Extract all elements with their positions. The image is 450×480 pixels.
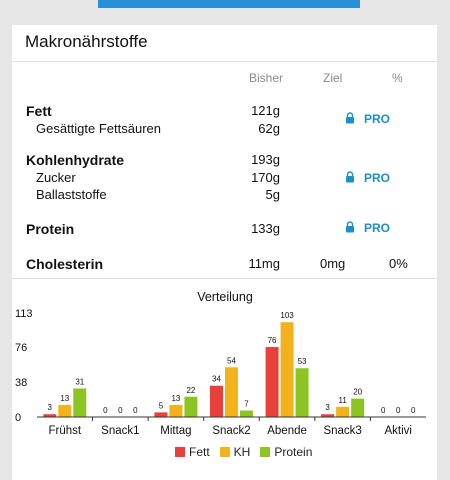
bar — [265, 347, 279, 417]
bar — [43, 414, 57, 417]
bar — [321, 414, 335, 417]
row-label-cholesterin: Cholesterin — [26, 256, 104, 272]
row-value-cholesterin: 11mg — [248, 256, 280, 271]
column-header-bisher: Bisher — [249, 71, 284, 85]
data-label: 22 — [186, 386, 195, 395]
x-tick-label: Aktivi — [384, 425, 411, 437]
lock-icon[interactable] — [345, 112, 355, 124]
data-label: 0 — [103, 406, 108, 415]
legend-label: KH — [233, 445, 251, 459]
row-value-ballaststoffe: 5g — [265, 187, 280, 202]
lock-icon[interactable] — [345, 221, 355, 233]
pro-badge-protein[interactable]: PRO — [364, 221, 391, 235]
row-label-zucker: Zucker — [36, 170, 76, 185]
bar — [154, 412, 168, 417]
data-label: 53 — [298, 357, 307, 366]
legend-swatch — [260, 447, 271, 457]
row-value-zucker: 170g — [251, 170, 280, 185]
bar — [351, 398, 365, 417]
legend-swatch — [219, 447, 230, 457]
bar — [73, 388, 87, 417]
data-label: 76 — [268, 336, 277, 345]
x-tick-label: Abende — [267, 425, 307, 437]
y-tick-label: 76 — [15, 342, 27, 354]
data-label: 11 — [338, 396, 347, 405]
row-percent-cholesterin: 0% — [389, 256, 408, 271]
row-value-protein: 133g — [251, 221, 280, 236]
bar — [295, 368, 309, 417]
data-label: 103 — [280, 311, 294, 320]
x-tick-label: Mittag — [160, 425, 191, 437]
row-value-fett: 121g — [251, 103, 280, 118]
row-label-ballaststoffe: Ballaststoffe — [36, 187, 107, 202]
bar — [210, 385, 223, 417]
lock-icon[interactable] — [345, 171, 355, 183]
bar — [336, 406, 350, 417]
data-label: 0 — [411, 406, 416, 415]
macronutrients-card: Makronährstoffe Bisher Ziel % Fett 121g … — [12, 25, 437, 480]
bar — [240, 410, 253, 417]
row-label-gesaettigte: Gesättigte Fettsäuren — [36, 121, 162, 136]
y-tick-label: 38 — [15, 377, 27, 389]
bar — [280, 322, 294, 417]
chart-title: Verteilung — [197, 290, 253, 304]
bar — [169, 405, 183, 417]
chart-legend: Fett KH Protein — [175, 445, 312, 459]
x-tick-label: Frühst — [48, 425, 81, 437]
top-bar — [0, 0, 450, 8]
column-header-ziel: Ziel — [323, 71, 343, 85]
data-label: 7 — [244, 400, 249, 409]
row-ziel-cholesterin: 0mg — [320, 256, 346, 271]
data-label: 0 — [381, 406, 386, 415]
data-label: 0 — [396, 406, 401, 415]
data-label: 13 — [171, 394, 180, 403]
y-tick-label: 113 — [15, 308, 33, 320]
bar — [184, 396, 198, 417]
card-title: Makronährstoffe — [25, 32, 148, 51]
x-tick-label: Snack1 — [101, 425, 139, 437]
legend-item: KH — [219, 445, 251, 459]
top-bar-accent — [98, 0, 360, 8]
x-tick-label: Snack3 — [323, 425, 361, 437]
row-label-protein: Protein — [26, 221, 75, 237]
data-label: 3 — [48, 403, 53, 412]
legend-label: Fett — [189, 445, 210, 459]
data-label: 3 — [325, 403, 330, 412]
bar — [58, 405, 72, 417]
data-label: 34 — [212, 375, 221, 384]
legend-item: Protein — [260, 445, 312, 459]
row-value-kohlenhydrate: 193g — [251, 152, 280, 167]
data-label: 13 — [60, 394, 69, 403]
pro-badge-fett[interactable]: PRO — [364, 112, 391, 126]
chart-divider — [12, 278, 437, 279]
bar — [225, 367, 238, 417]
row-value-gesaettigte: 62g — [258, 121, 280, 136]
row-label-kohlenhydrate: Kohlenhydrate — [26, 152, 125, 168]
data-label: 5 — [159, 401, 164, 410]
pro-badge-zucker[interactable]: PRO — [364, 171, 391, 185]
legend-swatch — [175, 447, 185, 457]
y-tick-label: 0 — [15, 412, 21, 424]
title-divider — [12, 61, 437, 62]
data-label: 0 — [118, 406, 123, 415]
row-label-fett: Fett — [26, 103, 52, 119]
data-label: 31 — [75, 377, 84, 386]
legend-label: Protein — [274, 445, 313, 459]
data-label: 54 — [227, 356, 236, 365]
x-tick-label: Snack2 — [212, 425, 250, 437]
data-label: 20 — [353, 388, 362, 397]
legend-item: Fett — [175, 445, 210, 459]
column-header-percent: % — [392, 71, 403, 85]
data-label: 0 — [133, 406, 138, 415]
